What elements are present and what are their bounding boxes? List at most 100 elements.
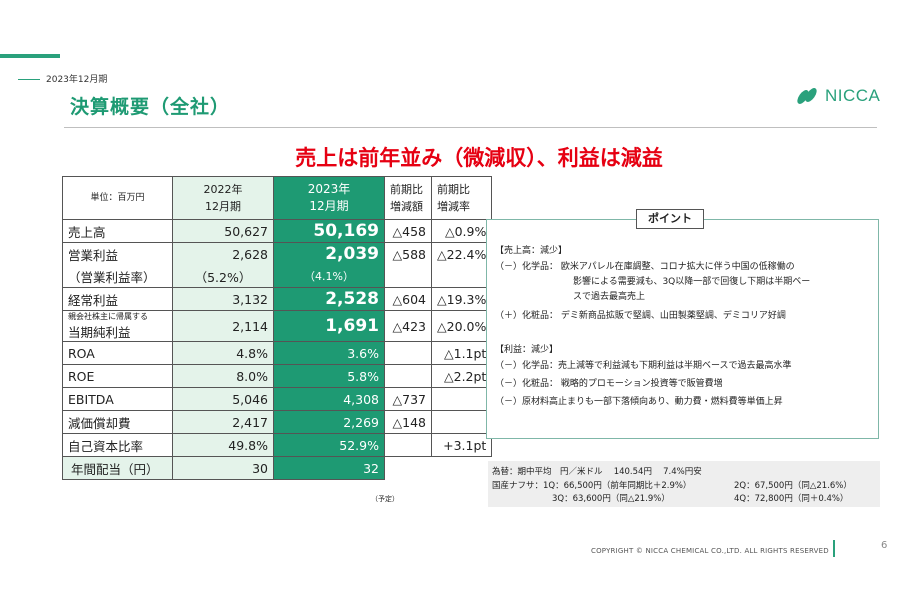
diff-value	[384, 433, 432, 457]
fx-rate-line: 為替：期中平均 円／米ドル 140.54円 7.4%円安	[492, 467, 702, 477]
fx-naphtha-box: 為替：期中平均 円／米ドル 140.54円 7.4%円安 国産ナフサ：1Q：66…	[488, 461, 880, 507]
diff-value: △458	[384, 219, 432, 243]
diff-value: △423	[384, 310, 432, 342]
row-label: 自己資本比率	[62, 433, 173, 457]
value-2023: 5.8%	[273, 364, 385, 388]
table-row: 売上高 50,627 50,169 △458 △0.9%	[62, 219, 493, 243]
table-row: 営業利益 2,628 2,039 △588 △22.4%	[62, 242, 493, 265]
diff-value	[384, 341, 432, 365]
sales-point-chemical: （－）化学品： 欧米アパレル在庫調整、コロナ拡大に伴う中国の低稼働の	[495, 262, 795, 272]
rate-header-l1: 前期比	[437, 183, 470, 196]
points-box: 【売上高：減少】 （－）化学品： 欧米アパレル在庫調整、コロナ拡大に伴う中国の低…	[486, 219, 879, 439]
value-2023: 2,528	[273, 287, 385, 311]
value-2022: 2,114	[172, 310, 274, 342]
top-accent-bar	[0, 54, 60, 58]
naphtha-q2: 2Q：67,500円（同△21.6%）	[734, 481, 852, 491]
diff-header: 前期比 増減額	[384, 176, 432, 220]
value-2022: 4.8%	[172, 341, 274, 365]
rate-value: △0.9%	[430, 219, 493, 243]
logo-text: NICCA	[825, 86, 881, 105]
diff-value: △604	[384, 287, 432, 311]
page-number: 6	[881, 540, 888, 551]
value-2022: 2,628	[172, 242, 274, 265]
rate-value: △1.1pt	[430, 341, 493, 365]
diff-value-empty	[385, 457, 432, 480]
row-label: 営業利益	[62, 242, 173, 265]
value-2023: 2,269	[273, 410, 385, 434]
sales-heading: 【売上高：減少】	[495, 246, 568, 256]
col-2023-header: 2023年 12月期	[273, 176, 385, 220]
table-row: EBITDA 5,046 4,308 △737	[62, 387, 493, 411]
value-2022: 49.8%	[172, 433, 274, 457]
profit-heading: 【利益：減少】	[495, 345, 559, 355]
naphtha-q1: 国産ナフサ：1Q：66,500円（前年同期比＋2.9%）	[492, 481, 692, 491]
points-title: ポイント	[636, 209, 704, 229]
value-2022: （5.2%）	[172, 265, 274, 288]
rate-value: △2.2pt	[430, 364, 493, 388]
row-label: 減価償却費	[62, 410, 173, 434]
nicca-leaf-icon	[797, 88, 817, 104]
value-2023: 32	[273, 456, 385, 480]
unit-label: 単位：百万円	[62, 176, 173, 220]
rate-value-empty	[432, 457, 492, 480]
value-2022: 8.0%	[172, 364, 274, 388]
rate-value: +3.1pt	[430, 433, 493, 457]
row-label: 売上高	[62, 219, 173, 243]
col-2022-year: 2022年	[203, 183, 243, 196]
row-label: ROA	[62, 341, 173, 365]
row-label: 年間配当（円）	[62, 456, 173, 480]
rate-header: 前期比 増減率	[430, 176, 493, 220]
profit-point-chemical: （－）化学品：売上減等で利益減も下期利益は半期ベースで過去最高水準	[495, 361, 792, 371]
diff-value: △588	[384, 242, 432, 265]
value-2023: 3.6%	[273, 341, 385, 365]
rate-value	[430, 410, 493, 434]
sales-point-chemical-cont: 影響による需要減も、3Q以降一部で回復し下期は半期ベー	[573, 277, 811, 287]
profit-point-materials: （－）原材料高止まりも一部下落傾向あり、動力費・燃料費等単価上昇	[495, 397, 783, 407]
value-2023: 52.9%	[273, 433, 385, 457]
row-label: （営業利益率）	[62, 265, 173, 288]
value-2023: 1,691	[273, 310, 385, 342]
row-label: 親会社株主に帰属する 当期純利益	[62, 310, 173, 342]
table-row: ROA 4.8% 3.6% △1.1pt	[62, 341, 493, 365]
value-2023: 50,169	[273, 219, 385, 243]
diff-value	[384, 364, 432, 388]
company-logo: NICCA	[796, 86, 880, 106]
row-label: 経常利益	[62, 287, 173, 311]
rate-value	[430, 265, 493, 288]
rate-header-l2: 増減率	[437, 200, 470, 213]
table-row: 経常利益 3,132 2,528 △604 △19.3%	[62, 287, 493, 311]
row-label-main: 当期純利益	[68, 324, 131, 340]
page-title: 決算概要（全社）	[70, 96, 231, 118]
dividend-plan-note: （予定）	[371, 495, 399, 503]
col-2023-year: 2023年	[307, 182, 351, 196]
naphtha-q4: 4Q：72,800円（同＋0.4%）	[734, 494, 849, 504]
headline: 売上は前年並み（微減収）、利益は減益	[295, 146, 663, 170]
footer-accent-bar	[833, 540, 835, 557]
sales-point-chemical-cont2: スで過去最高売上	[573, 292, 646, 302]
copyright: COPYRIGHT © NICCA CHEMICAL CO.,LTD. ALL …	[591, 547, 829, 555]
naphtha-q3: 3Q：63,600円（同△21.9%）	[552, 494, 670, 504]
value-2023: 2,039	[273, 242, 385, 265]
table-row: 減価償却費 2,417 2,269 △148	[62, 410, 493, 434]
diff-header-l2: 増減額	[390, 200, 423, 213]
financial-summary-table: 単位：百万円 2022年 12月期 2023年 12月期 前期比 増減額 前期比増減率…	[62, 176, 493, 480]
value-2022: 5,046	[172, 387, 274, 411]
table-row: 年間配当（円） 30 32	[62, 456, 492, 480]
sales-point-cosmetics: （＋）化粧品： デミ新商品拡販で堅調、山田製薬堅調、デミコリア好調	[495, 311, 786, 321]
rate-value	[430, 387, 493, 411]
diff-value: △737	[384, 387, 432, 411]
period-label: 2023年12月期	[46, 75, 108, 85]
col-2022-period: 12月期	[205, 200, 241, 213]
col-2023-period: 12月期	[309, 199, 349, 213]
profit-point-cosmetics: （－）化粧品： 戦略的プロモーション投資等で販管費増	[495, 379, 723, 389]
value-2023: （4.1%）	[273, 265, 385, 288]
date-accent-line	[18, 79, 40, 80]
value-2022: 30	[172, 456, 274, 480]
table-row: 親会社株主に帰属する 当期純利益 2,114 1,691 △423 △20.0%	[62, 310, 493, 342]
rate-value: △22.4%	[430, 242, 493, 265]
value-2023: 4,308	[273, 387, 385, 411]
rate-value: △19.3%	[430, 287, 493, 311]
value-2022: 2,417	[172, 410, 274, 434]
row-label: EBITDA	[62, 387, 173, 411]
rate-value: △20.0%	[430, 310, 493, 342]
